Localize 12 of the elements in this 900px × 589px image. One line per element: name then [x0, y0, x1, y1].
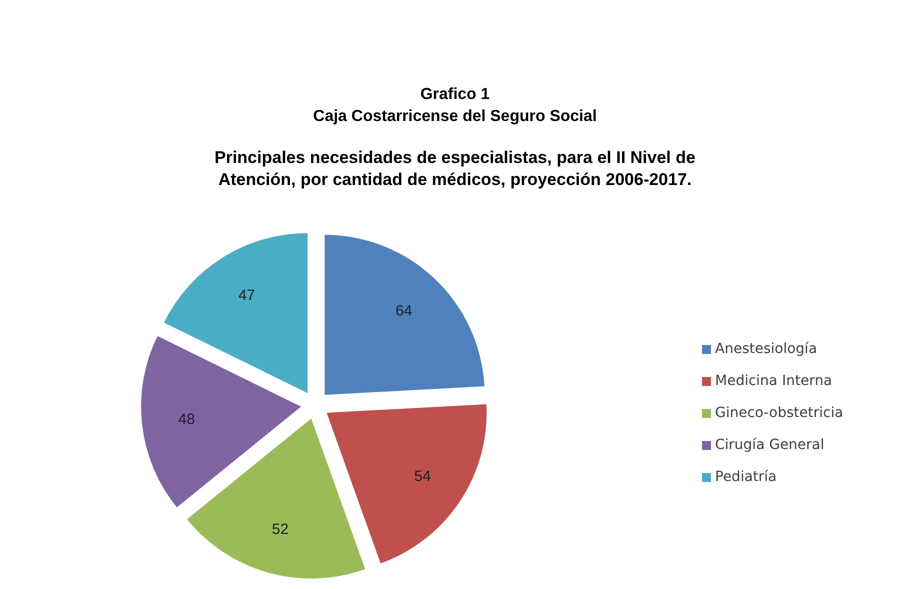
chart-title: Grafico 1 Caja Costarricense del Seguro Social — [312, 85, 598, 127]
data-label: 52 — [272, 520, 289, 538]
data-label: 48 — [178, 411, 195, 428]
data-label: 47 — [238, 286, 256, 304]
legend-label: Cirugía General — [715, 437, 824, 453]
legend-label: Medicina Interna — [715, 373, 832, 389]
legend-label: Gineco-obstetricia — [715, 405, 844, 421]
chart-subtitle: Principales necesidades de especialistas, para el II Nivel de Atención, por cantidad de médicos, proyección 2006-2017. — [214, 147, 696, 191]
data-label: 64 — [396, 302, 412, 320]
legend-label: Pediatría — [715, 469, 777, 485]
legend-label: Anestesiología — [715, 341, 818, 357]
data-label: 54 — [414, 468, 431, 486]
